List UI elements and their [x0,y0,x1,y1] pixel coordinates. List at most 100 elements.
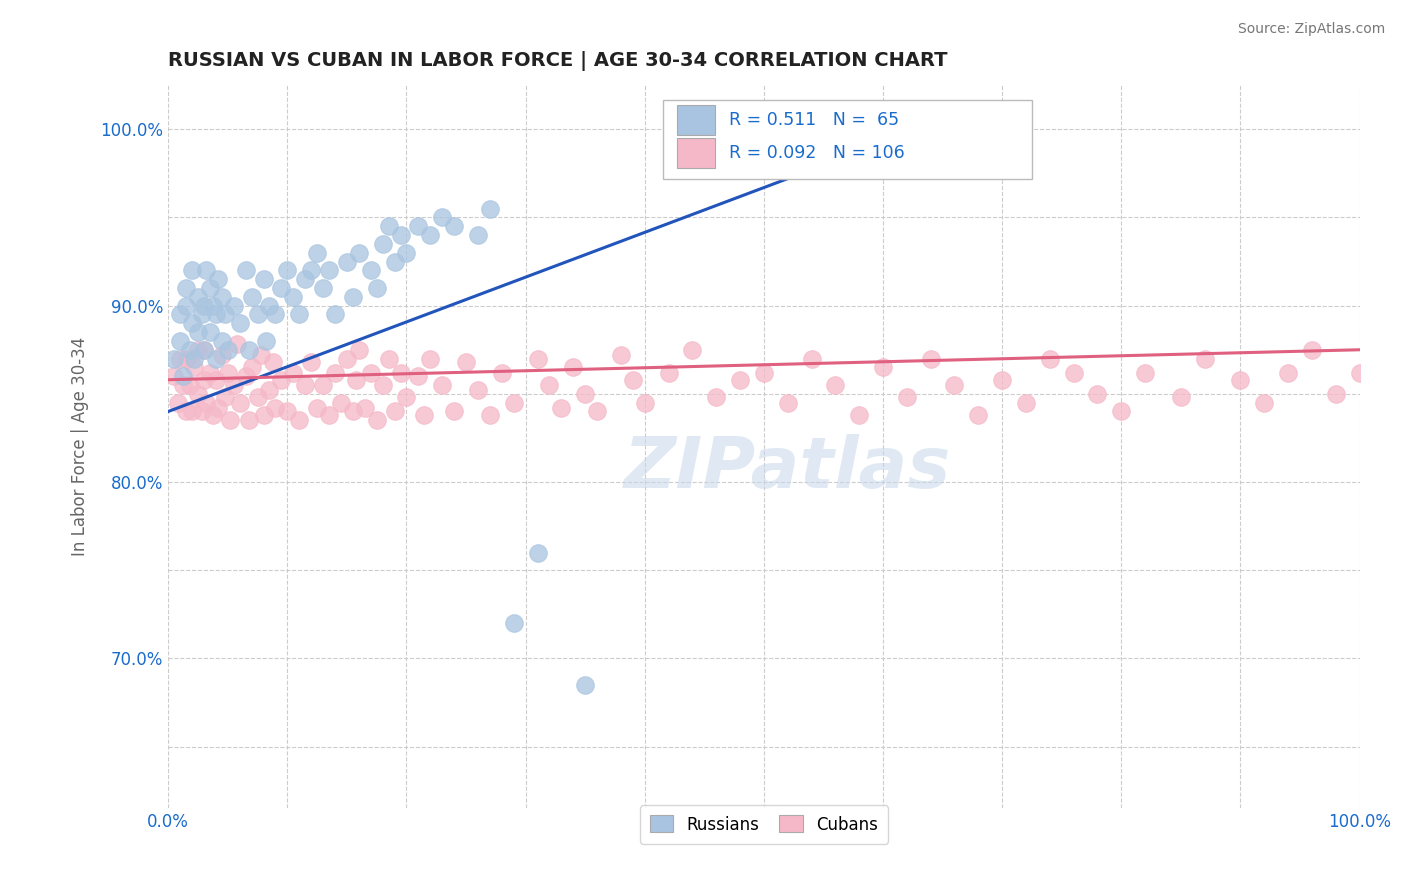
Point [205,373,228,387]
Point [342,290,364,304]
Point [246,308,269,322]
Point [419,228,441,243]
Point [202,299,225,313]
Point [658,366,681,380]
Point [163,369,186,384]
Point [222,378,245,392]
Point [193,343,215,357]
Text: Source: ZipAtlas.com: Source: ZipAtlas.com [1237,22,1385,37]
Point [562,360,585,375]
Point [198,281,221,295]
Point [943,378,966,392]
Point [183,351,205,366]
Text: ZIPatlas: ZIPatlas [624,434,952,503]
Point [1277,366,1299,380]
Point [235,263,257,277]
Point [166,395,188,409]
Point [252,272,274,286]
Point [187,325,209,339]
Point [318,263,340,277]
Point [800,351,823,366]
Point [307,401,329,415]
Point [824,378,846,392]
Point [920,351,942,366]
Point [353,401,375,415]
Point [202,408,225,422]
Point [259,299,281,313]
Point [211,290,233,304]
Point [195,263,218,277]
Point [1133,366,1156,380]
Text: R = 0.511   N =  65: R = 0.511 N = 65 [730,112,900,129]
Point [174,404,197,418]
Point [195,395,218,409]
Point [366,413,388,427]
Point [1015,395,1038,409]
Point [419,351,441,366]
Point [283,290,305,304]
Point [187,343,209,357]
Point [991,373,1014,387]
Point [502,616,524,631]
Point [219,413,242,427]
Point [342,404,364,418]
Point [163,351,186,366]
Y-axis label: In Labor Force | Age 30-34: In Labor Force | Age 30-34 [72,337,89,557]
Point [172,369,194,384]
Point [211,334,233,348]
Point [181,404,204,418]
Point [1170,391,1192,405]
Point [193,373,215,387]
Point [240,290,263,304]
Point [634,395,657,409]
Point [1324,387,1347,401]
Point [228,395,250,409]
Point [526,351,548,366]
Point [259,384,281,398]
Point [276,263,298,277]
Point [752,366,775,380]
Point [198,366,221,380]
Point [187,387,209,401]
Point [174,281,197,295]
Point [377,219,399,234]
Point [491,366,513,380]
Point [432,378,454,392]
Point [262,355,284,369]
Text: R = 0.092   N = 106: R = 0.092 N = 106 [730,145,905,162]
Point [395,391,418,405]
Point [1229,373,1251,387]
Point [872,360,894,375]
Point [366,281,388,295]
Point [238,343,260,357]
Point [538,378,561,392]
Point [408,219,430,234]
Point [187,290,209,304]
Point [283,366,305,380]
Point [264,308,287,322]
Point [181,263,204,277]
Point [1063,366,1085,380]
Point [550,401,572,415]
Point [443,404,465,418]
Point [252,408,274,422]
Point [848,408,870,422]
Point [443,219,465,234]
Point [432,211,454,225]
Point [336,254,359,268]
Point [681,343,703,357]
Point [384,404,406,418]
Point [389,366,412,380]
Point [226,337,249,351]
Point [408,369,430,384]
Point [299,263,322,277]
Point [395,245,418,260]
Point [254,334,277,348]
Point [371,378,394,392]
Point [217,343,239,357]
Point [222,299,245,313]
Point [467,384,489,398]
Point [179,343,201,357]
Point [299,355,322,369]
Point [264,401,287,415]
